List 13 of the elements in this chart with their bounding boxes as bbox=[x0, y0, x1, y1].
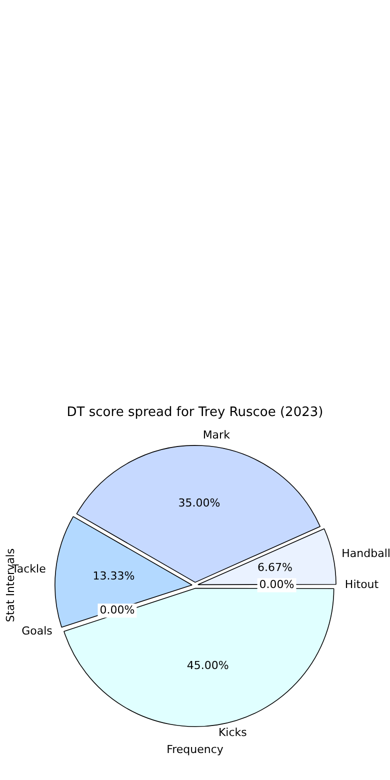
category-label: Goals bbox=[22, 624, 52, 638]
text: 0.00% bbox=[259, 578, 294, 592]
text: 0.00% bbox=[100, 603, 135, 616]
slice-label: Handball bbox=[342, 546, 390, 560]
data-label: 13.33% bbox=[92, 570, 135, 583]
slice-label: Kicks bbox=[218, 726, 248, 740]
chart-title: DT score spread for Trey Ruscoe (2023) bbox=[66, 405, 324, 420]
data-label: 35.00% bbox=[178, 496, 220, 510]
data-label: 45.00% bbox=[186, 658, 229, 672]
data-label: 6.67% bbox=[258, 561, 292, 574]
category-label: Hitout bbox=[344, 578, 379, 592]
text: Frequency bbox=[166, 742, 224, 756]
slice-label: Mark bbox=[202, 428, 231, 442]
